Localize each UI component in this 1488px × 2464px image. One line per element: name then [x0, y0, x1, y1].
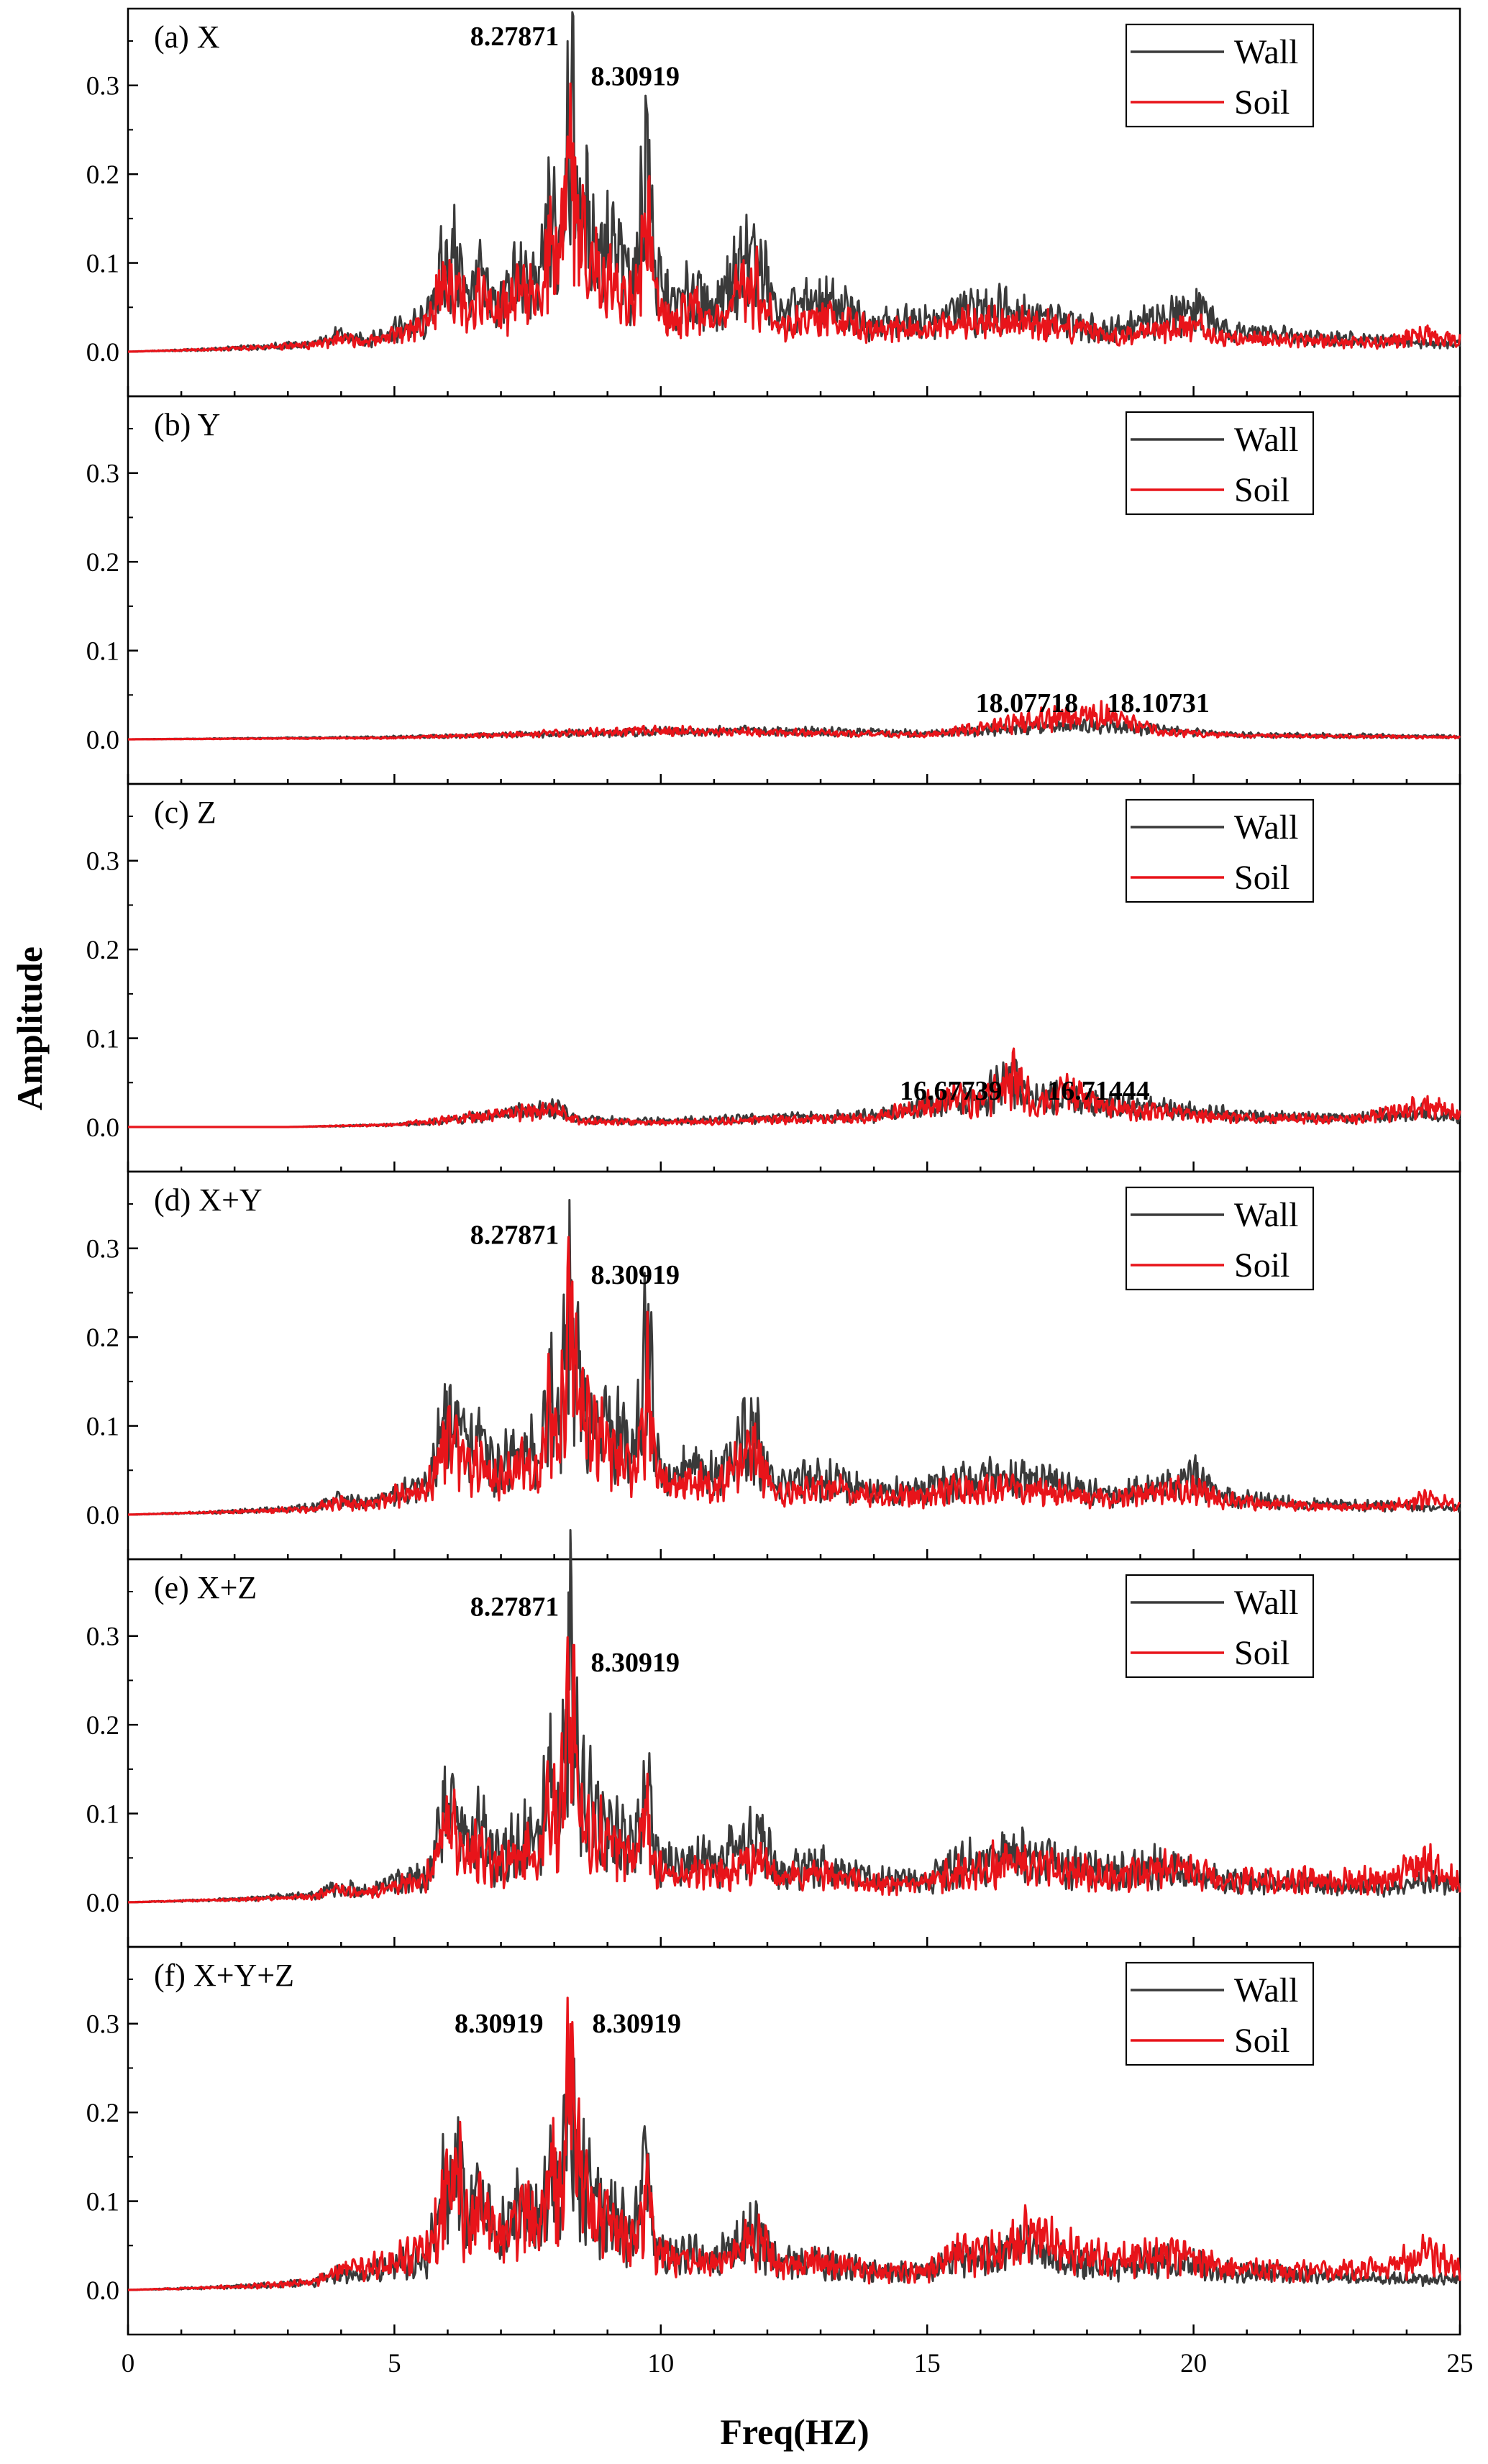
series-line-soil [127, 700, 1461, 741]
panel-label: (c) Z [154, 795, 216, 830]
y-tick-label: 0.2 [86, 548, 119, 578]
peak-label: 8.30919 [455, 2009, 544, 2039]
legend: Wall Soil [1125, 1961, 1315, 2066]
peak-label: 18.07718 [976, 688, 1079, 718]
legend-label-soil: Soil [1234, 471, 1290, 509]
legend-label-soil: Soil [1234, 859, 1290, 897]
y-tick-label: 0.1 [86, 1413, 119, 1442]
legend-label-wall: Wall [1234, 808, 1298, 847]
series-line-soil [127, 82, 1461, 353]
panel-4: 0.0 0.1 0.2 0.3 (d) X+Y 8.27871 8.30919 Wall Soi… [86, 1170, 1461, 1561]
legend-box [1125, 1961, 1315, 2066]
y-tick-label: 0.2 [86, 936, 119, 965]
panel-2: 0.0 0.1 0.2 0.3 (b) Y 18.07718 18.10731 Wall Soi… [86, 395, 1461, 785]
y-tick-label: 0.3 [86, 460, 119, 489]
y-tick-label: 0.3 [86, 847, 119, 877]
panel-label: (d) X+Y [154, 1182, 263, 1218]
y-tick-label: 0.1 [86, 637, 119, 667]
y-tick-label: 0.0 [86, 1113, 119, 1143]
legend-label-wall: Wall [1234, 1971, 1298, 2009]
y-axis-title: Amplitude [9, 946, 50, 1110]
legend-label-soil: Soil [1234, 1246, 1290, 1285]
legend-box [1125, 1574, 1315, 1679]
x-tick-label: 25 [1447, 2349, 1474, 2378]
legend-label-wall: Wall [1234, 421, 1298, 459]
y-tick-label: 0.3 [86, 72, 119, 101]
panel-5: 0.0 0.1 0.2 0.3 (e) X+Z 8.27871 8.30919 Wall Soi… [86, 1529, 1461, 1948]
y-tick-label: 0.2 [86, 1323, 119, 1353]
series-line-soil [127, 1997, 1461, 2291]
legend-label-soil: Soil [1234, 83, 1290, 122]
x-axis-title: Freq(HZ) [720, 2411, 869, 2452]
peak-label: 8.27871 [470, 22, 560, 52]
y-tick-label: 0.2 [86, 1711, 119, 1740]
panel-label: (f) X+Y+Z [154, 1958, 294, 1993]
legend-label-wall: Wall [1234, 33, 1298, 71]
peak-label: 8.27871 [470, 1592, 560, 1623]
legend: Wall Soil [1125, 411, 1315, 516]
series-line-soil [127, 1047, 1461, 1128]
panel-label: (b) Y [154, 407, 220, 442]
peak-label: 16.67739 [900, 1076, 1003, 1106]
legend-box [1125, 798, 1315, 903]
y-tick-label: 0.0 [86, 726, 119, 755]
legend-box [1125, 23, 1315, 128]
peak-label: 8.30919 [593, 2009, 682, 2039]
y-tick-label: 0.3 [86, 1623, 119, 1652]
panel-label: (e) X+Z [154, 1570, 257, 1605]
peak-label: 8.27871 [470, 1220, 560, 1251]
y-tick-label: 0.1 [86, 250, 119, 279]
y-tick-label: 0.3 [86, 1235, 119, 1264]
legend-label-wall: Wall [1234, 1584, 1298, 1622]
y-tick-label: 0.0 [86, 1889, 119, 1918]
peak-label: 8.30919 [591, 1260, 680, 1290]
x-tick-label: 15 [914, 2349, 941, 2378]
x-tick-label: 20 [1180, 2349, 1207, 2378]
legend: Wall Soil [1125, 1186, 1315, 1291]
peak-label: 8.30919 [591, 62, 680, 92]
y-tick-label: 0.3 [86, 2010, 119, 2040]
y-tick-label: 0.2 [86, 2099, 119, 2128]
series-line-soil [127, 1636, 1461, 1904]
y-tick-label: 0.0 [86, 1501, 119, 1530]
y-tick-label: 0.0 [86, 2276, 119, 2306]
x-tick-label: 5 [388, 2349, 401, 2378]
series-line-wall [127, 2052, 1461, 2291]
peak-label: 8.30919 [591, 1648, 680, 1678]
legend: Wall Soil [1125, 1574, 1315, 1679]
legend: Wall Soil [1125, 798, 1315, 903]
legend-box [1125, 1186, 1315, 1291]
y-tick-label: 0.1 [86, 2188, 119, 2217]
y-tick-label: 0.1 [86, 1025, 119, 1054]
legend-box [1125, 411, 1315, 516]
panel-frame [127, 1945, 1461, 2336]
stacked-spectrum-plots: 0.00.10.20.3(a) X 8.278718.30919WallSoil0… [86, 7, 1474, 2378]
legend-label-soil: Soil [1234, 2022, 1290, 2060]
y-tick-label: 0.1 [86, 1800, 119, 1830]
y-tick-label: 0.0 [86, 338, 119, 368]
legend-label-wall: Wall [1234, 1196, 1298, 1234]
peak-label: 16.71444 [1047, 1076, 1150, 1106]
panel-3: 0.0 0.1 0.2 0.3 (c) Z 16.67739 16.71444 Wall Soi… [86, 782, 1461, 1173]
x-tick-label: 0 [122, 2349, 135, 2378]
panel-label: (a) X [154, 19, 220, 55]
series-line-soil [127, 1236, 1461, 1516]
panel-6: 0.0 0.1 0.2 0.3 (f) X+Y+Z 8.30919 8.30919 Wall S… [86, 1945, 1461, 2336]
peak-label: 18.10731 [1107, 688, 1210, 718]
legend: Wall Soil [1125, 23, 1315, 128]
y-tick-label: 0.2 [86, 160, 119, 190]
legend-label-soil: Soil [1234, 1634, 1290, 1672]
x-tick-label: 10 [647, 2349, 674, 2378]
panel-1: 0.0 0.1 0.2 0.3 (a) X 8.27871 8.30919 Wall Soil [86, 7, 1461, 398]
